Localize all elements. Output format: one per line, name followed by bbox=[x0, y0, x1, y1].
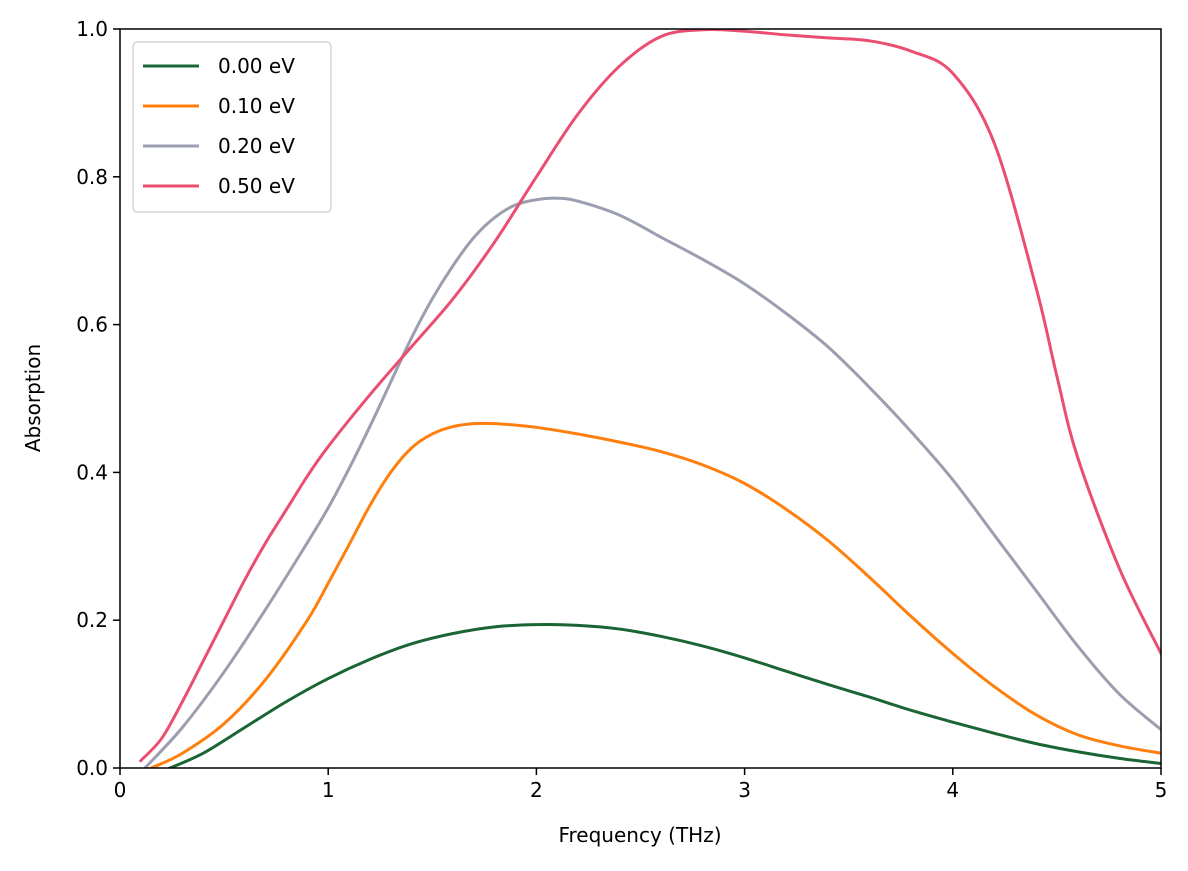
y-tick-label: 0.0 bbox=[76, 756, 108, 780]
plot-frame bbox=[119, 28, 1162, 769]
legend-label: 0.10 eV bbox=[218, 94, 295, 118]
x-tick-label: 2 bbox=[530, 778, 543, 802]
legend-frame bbox=[132, 41, 332, 213]
axes-layer: 0 1 2 3 4 5 0.0 0.2 0.4 0.6 0.8 1.0 bbox=[76, 17, 1167, 802]
series-line bbox=[149, 421, 1161, 768]
x-tick-label: 3 bbox=[738, 778, 751, 802]
x-tick-label: 5 bbox=[1155, 778, 1168, 802]
series-line bbox=[138, 29, 1161, 763]
series-layer bbox=[138, 29, 1161, 768]
y-axis-label: Absorption bbox=[21, 344, 45, 452]
series-line bbox=[142, 196, 1161, 768]
legend: 0.00 eV 0.10 eV 0.20 eV 0.50 eV bbox=[132, 41, 332, 213]
y-tick-label: 1.0 bbox=[76, 17, 108, 41]
y-tick-label: 0.8 bbox=[76, 165, 108, 189]
y-tick-label: 0.6 bbox=[76, 313, 108, 337]
x-tick-label: 1 bbox=[322, 778, 335, 802]
legend-label: 0.20 eV bbox=[218, 134, 295, 158]
x-tick-label: 4 bbox=[946, 778, 959, 802]
y-tick-label: 0.4 bbox=[76, 460, 108, 484]
legend-label: 0.50 eV bbox=[218, 174, 295, 198]
x-tick-label: 0 bbox=[114, 778, 127, 802]
x-axis-label: Frequency (THz) bbox=[558, 823, 721, 847]
y-tick-label: 0.2 bbox=[76, 608, 108, 632]
series-line bbox=[167, 623, 1161, 768]
legend-label: 0.00 eV bbox=[218, 54, 295, 78]
